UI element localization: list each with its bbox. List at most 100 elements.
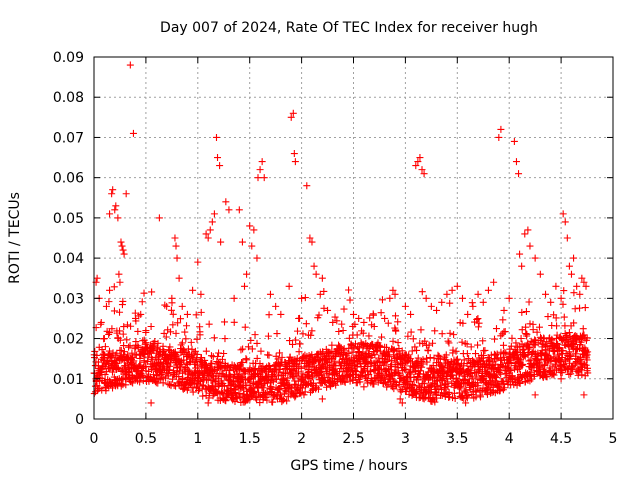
data-point — [384, 319, 392, 327]
data-point — [350, 310, 357, 318]
data-point — [204, 399, 212, 407]
data-point — [253, 254, 261, 262]
data-point — [584, 369, 592, 377]
data-point — [345, 334, 353, 342]
data-point — [205, 394, 213, 402]
data-point — [147, 322, 155, 330]
data-point — [308, 238, 316, 246]
data-point — [395, 378, 403, 386]
data-point — [316, 290, 324, 298]
x-tick-label: 1.5 — [239, 431, 261, 447]
data-point — [275, 386, 283, 394]
data-point — [254, 174, 262, 182]
data-point — [371, 351, 379, 359]
data-point — [300, 391, 308, 399]
data-point — [253, 354, 261, 362]
data-point — [176, 315, 184, 323]
data-point — [230, 318, 238, 326]
data-point — [303, 362, 311, 370]
data-point — [115, 270, 123, 278]
data-point — [531, 391, 539, 399]
data-point — [474, 341, 482, 349]
data-point — [431, 398, 439, 406]
data-point — [476, 393, 484, 401]
data-point — [235, 206, 243, 214]
data-point — [138, 298, 146, 306]
data-point — [379, 372, 387, 380]
data-point — [436, 381, 444, 389]
data-point — [496, 363, 504, 371]
data-point — [565, 370, 573, 378]
data-point — [195, 387, 203, 395]
data-point — [559, 337, 567, 345]
y-tick-label: 0.02 — [53, 332, 84, 348]
data-point — [560, 287, 568, 295]
data-point — [492, 355, 500, 363]
data-point — [123, 336, 131, 344]
data-point — [106, 210, 114, 218]
data-point — [166, 343, 174, 351]
data-point — [110, 283, 118, 291]
data-point — [451, 394, 459, 402]
data-point — [116, 327, 124, 335]
data-point — [580, 278, 588, 286]
data-point — [114, 363, 122, 371]
y-tick-label: 0.08 — [53, 90, 84, 106]
data-point — [566, 355, 574, 363]
data-point — [323, 383, 331, 391]
data-point — [426, 354, 434, 362]
data-point — [464, 391, 472, 399]
data-point — [128, 349, 136, 357]
data-point — [308, 327, 316, 335]
data-point — [578, 274, 586, 282]
data-point — [368, 321, 376, 329]
data-point — [483, 385, 491, 393]
data-point — [340, 305, 348, 313]
data-point — [315, 311, 323, 319]
data-point — [394, 339, 402, 347]
data-point — [220, 382, 228, 390]
data-point — [189, 354, 197, 362]
data-point — [454, 361, 462, 369]
data-point — [108, 325, 116, 333]
data-point — [243, 356, 251, 364]
data-point — [463, 350, 471, 358]
data-point — [187, 338, 195, 346]
data-point — [328, 341, 336, 349]
data-point — [132, 338, 140, 346]
x-tick-label: 5 — [609, 431, 618, 447]
data-point — [290, 150, 298, 158]
data-point — [236, 393, 244, 401]
data-point — [279, 396, 287, 404]
data-point — [499, 341, 507, 349]
data-point — [386, 294, 394, 302]
data-point — [561, 330, 569, 338]
data-point — [266, 290, 274, 298]
data-point — [196, 331, 204, 339]
data-point — [214, 352, 222, 360]
data-point — [559, 210, 567, 218]
data-point — [106, 286, 114, 294]
data-point — [217, 238, 225, 246]
data-point — [314, 385, 322, 393]
y-tick-label: 0 — [75, 412, 84, 428]
data-point — [169, 310, 177, 318]
data-point — [510, 137, 518, 145]
data-point — [208, 382, 216, 390]
data-point — [391, 290, 399, 298]
data-point — [206, 226, 214, 234]
data-point — [108, 368, 116, 376]
data-point — [286, 337, 294, 345]
data-point — [119, 297, 127, 305]
data-point — [155, 214, 163, 222]
data-point — [276, 391, 284, 399]
data-point — [332, 381, 340, 389]
data-point — [173, 352, 181, 360]
data-point — [297, 389, 305, 397]
data-point — [530, 370, 538, 378]
data-point — [533, 328, 541, 336]
data-point — [408, 347, 416, 355]
data-point — [276, 349, 284, 357]
data-point — [433, 306, 441, 314]
